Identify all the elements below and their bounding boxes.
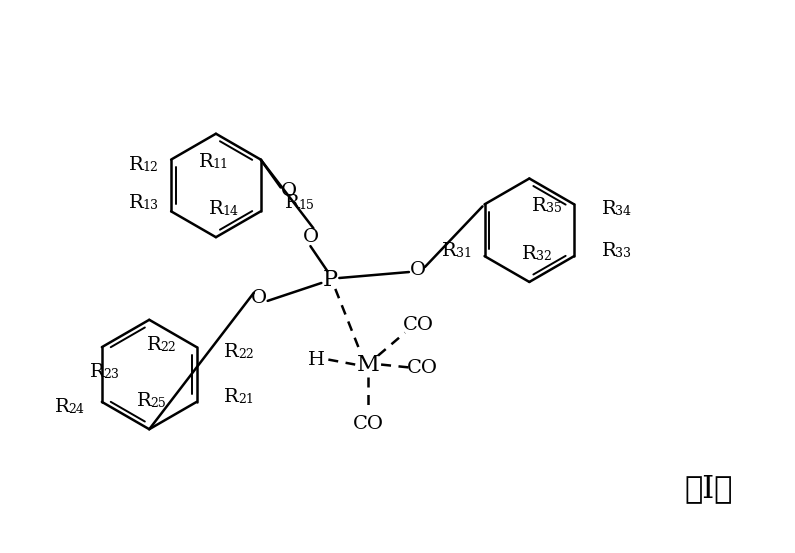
- Text: R: R: [522, 245, 537, 263]
- Text: R: R: [147, 336, 161, 354]
- Text: O: O: [302, 228, 319, 246]
- Text: 32: 32: [536, 250, 552, 263]
- Text: 25: 25: [150, 398, 166, 410]
- Text: R: R: [532, 197, 547, 215]
- Text: CO: CO: [407, 358, 438, 377]
- Text: CO: CO: [402, 316, 433, 334]
- Text: H: H: [308, 351, 325, 369]
- Text: O: O: [410, 261, 426, 279]
- Text: 22: 22: [161, 341, 176, 354]
- Text: 13: 13: [142, 200, 158, 212]
- Text: M: M: [357, 353, 379, 375]
- Text: R: R: [90, 363, 104, 381]
- Text: R: R: [129, 194, 144, 212]
- Text: O: O: [250, 289, 267, 307]
- Text: R: R: [55, 398, 69, 416]
- Text: R: R: [285, 194, 300, 212]
- Text: R: R: [442, 242, 457, 260]
- Text: R: R: [224, 343, 238, 361]
- Text: 21: 21: [238, 393, 254, 406]
- Text: 11: 11: [212, 158, 228, 170]
- Text: 35: 35: [545, 202, 561, 215]
- Text: R: R: [602, 200, 616, 218]
- Text: CO: CO: [353, 415, 384, 433]
- Text: R: R: [129, 155, 144, 174]
- Text: O: O: [281, 182, 297, 200]
- Text: 15: 15: [299, 200, 315, 212]
- Text: 23: 23: [103, 368, 119, 381]
- Text: 22: 22: [238, 348, 254, 361]
- Text: R: R: [602, 242, 616, 260]
- Text: 14: 14: [222, 205, 238, 218]
- Text: 34: 34: [615, 205, 631, 218]
- Text: 31: 31: [456, 247, 472, 260]
- Text: R: R: [199, 153, 213, 170]
- Text: （I）: （I）: [684, 473, 733, 504]
- Text: R: R: [208, 200, 223, 218]
- Text: R: R: [224, 388, 238, 406]
- Text: 24: 24: [68, 403, 84, 416]
- Text: P: P: [323, 269, 338, 291]
- Text: R: R: [137, 393, 152, 410]
- Text: 12: 12: [142, 160, 158, 174]
- Text: 33: 33: [615, 247, 631, 260]
